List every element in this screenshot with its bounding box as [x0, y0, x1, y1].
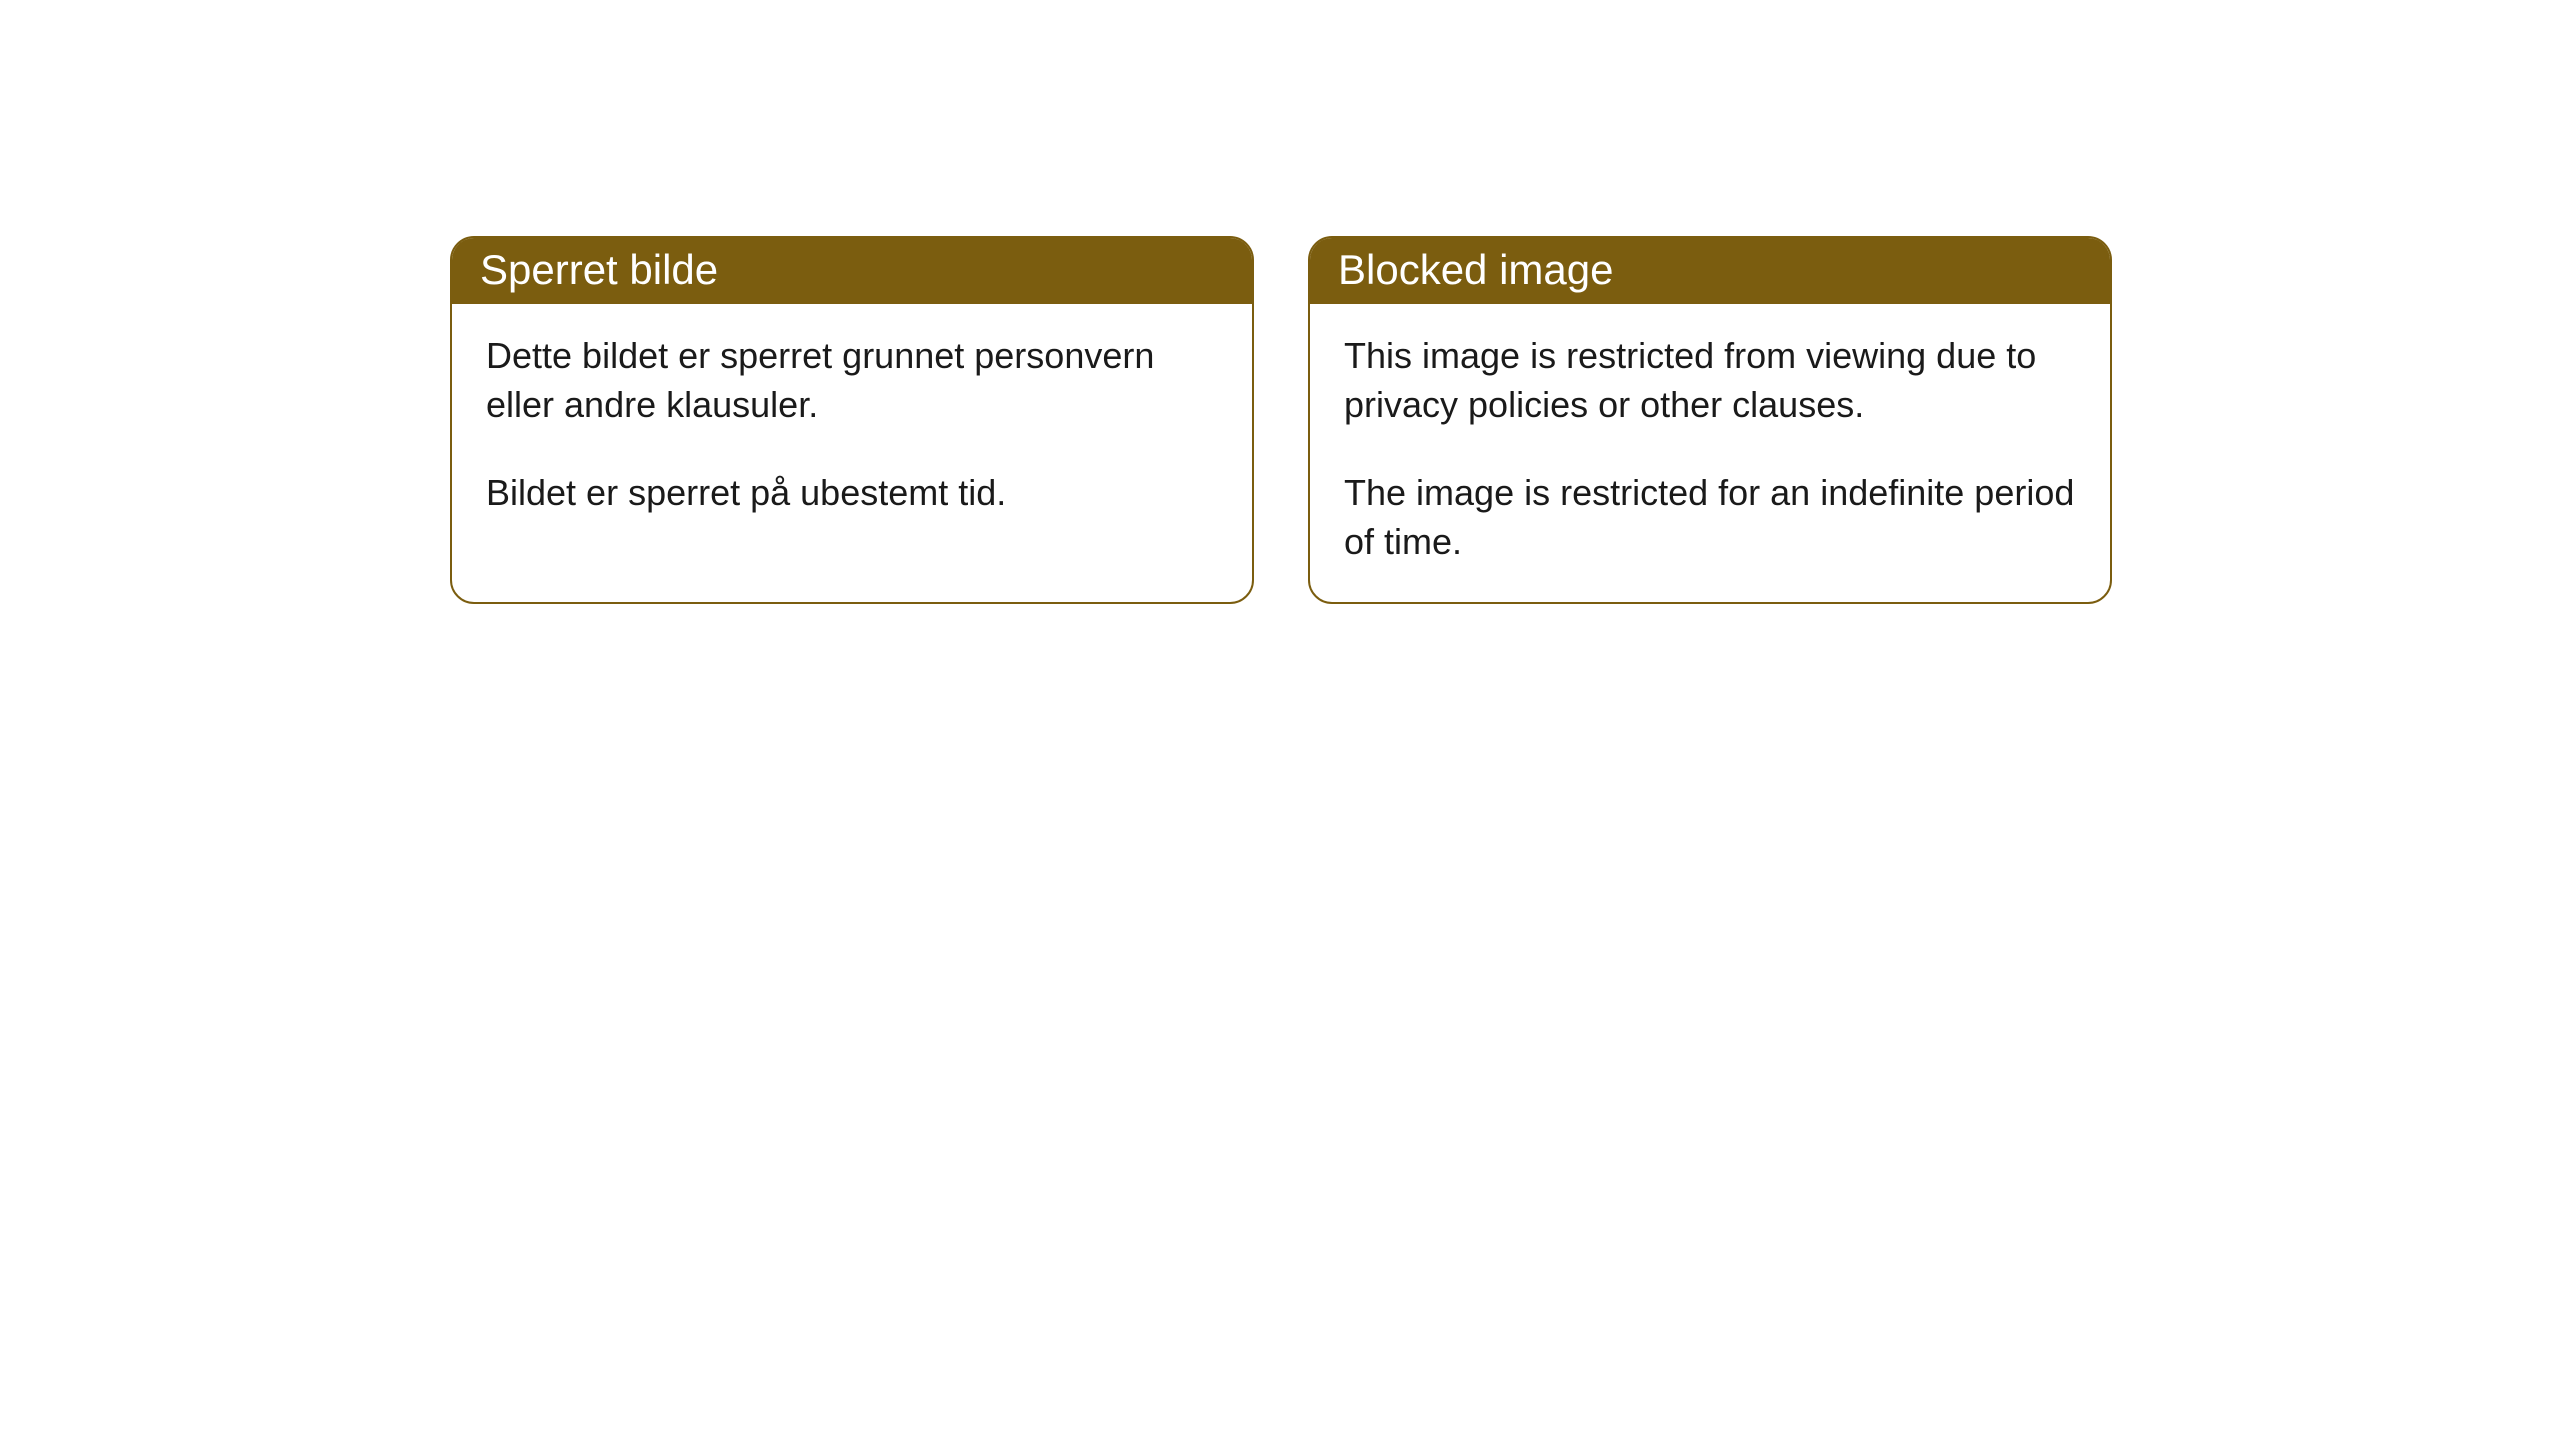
card-body: This image is restricted from viewing du… [1310, 304, 2110, 602]
blocked-image-card-no: Sperret bilde Dette bildet er sperret gr… [450, 236, 1254, 604]
card-header: Sperret bilde [452, 238, 1252, 304]
card-paragraph: Dette bildet er sperret grunnet personve… [486, 332, 1218, 429]
card-paragraph: Bildet er sperret på ubestemt tid. [486, 469, 1218, 518]
card-header: Blocked image [1310, 238, 2110, 304]
card-body: Dette bildet er sperret grunnet personve… [452, 304, 1252, 554]
card-paragraph: This image is restricted from viewing du… [1344, 332, 2076, 429]
cards-container: Sperret bilde Dette bildet er sperret gr… [450, 236, 2560, 604]
blocked-image-card-en: Blocked image This image is restricted f… [1308, 236, 2112, 604]
card-paragraph: The image is restricted for an indefinit… [1344, 469, 2076, 566]
